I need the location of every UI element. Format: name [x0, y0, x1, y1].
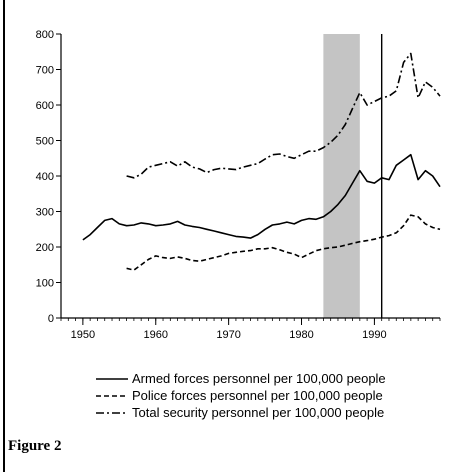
line-chart: 0 100 200 300 400 500 600 700 800 1950 1960 1970 198… [36, 29, 441, 341]
y-tick-label-500: 500 [36, 136, 54, 148]
y-tick-label-0: 0 [48, 313, 54, 325]
y-tick-label-100: 100 [36, 278, 54, 290]
x-tick-label-1980: 1980 [289, 329, 313, 341]
shaded-period [323, 34, 360, 318]
legend-item-armed: Armed forces personnel per 100,000 peopl… [96, 370, 456, 387]
page-left-rule [3, 0, 5, 472]
chart-legend: Armed forces personnel per 100,000 peopl… [96, 370, 456, 421]
y-tick-label-800: 800 [36, 29, 54, 41]
y-tick-label-700: 700 [36, 65, 54, 77]
y-tick-label-300: 300 [36, 207, 54, 219]
x-tick-label-1950: 1950 [71, 329, 95, 341]
legend-swatch-total [96, 411, 128, 414]
y-tick-label-600: 600 [36, 100, 54, 112]
legend-label-armed: Armed forces personnel per 100,000 peopl… [132, 371, 386, 386]
series-total-security-line [126, 52, 441, 179]
legend-item-police: Police forces personnel per 100,000 peop… [96, 387, 456, 404]
legend-swatch-armed [96, 377, 128, 380]
legend-item-total: Total security personnel per 100,000 peo… [96, 404, 456, 421]
legend-label-total: Total security personnel per 100,000 peo… [132, 405, 385, 420]
legend-swatch-police [96, 394, 128, 397]
x-tick-label-1970: 1970 [216, 329, 240, 341]
x-tick-label-1990: 1990 [362, 329, 386, 341]
series-armed-forces-line [82, 153, 441, 241]
series-police-forces-line [126, 214, 441, 271]
y-tick-label-200: 200 [36, 242, 54, 254]
y-tick-label-400: 400 [36, 171, 54, 183]
figure-caption: Figure 2 [8, 438, 62, 454]
legend-label-police: Police forces personnel per 100,000 peop… [132, 388, 383, 403]
x-tick-label-1960: 1960 [144, 329, 168, 341]
